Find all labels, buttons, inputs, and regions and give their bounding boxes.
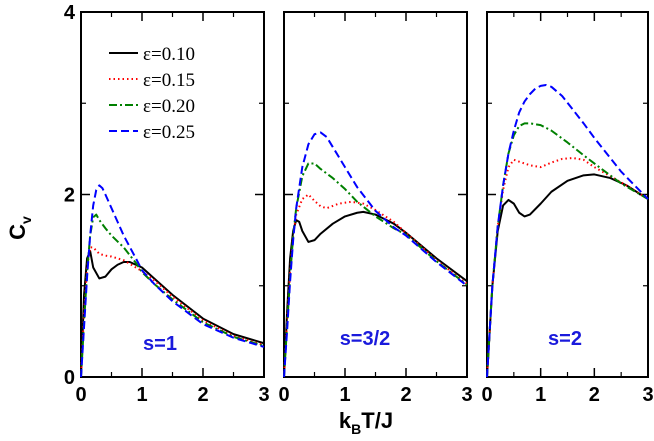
x-axis-title: kBT/J <box>339 408 393 437</box>
x-tick-label: 0 <box>278 384 289 406</box>
series-line-eps-0.15 <box>80 246 265 378</box>
legend-label: ε=0.10 <box>143 44 195 65</box>
panel-1: 0 1 2 3 0 2 4 s=1 <box>64 2 270 406</box>
x-tick-label: 0 <box>75 384 86 406</box>
panel-label: s=2 <box>548 328 582 350</box>
panel-label: s=3/2 <box>340 328 391 350</box>
legend-label: ε=0.15 <box>143 70 195 91</box>
panel-frame <box>283 11 468 378</box>
x-tick-label: 1 <box>535 384 546 406</box>
series-line-eps-0.25 <box>80 184 265 378</box>
legend-item: ε=0.20 <box>109 96 195 117</box>
panel-3: 0 1 2 3 s=2 <box>481 11 654 406</box>
series-line-eps-0.25 <box>283 131 468 378</box>
series-line-eps-0.20 <box>486 122 649 378</box>
panel-frame <box>486 11 649 378</box>
legend-label: ε=0.25 <box>143 122 195 143</box>
y-tick-label: 0 <box>64 367 75 389</box>
x-tick-label: 0 <box>481 384 492 406</box>
legend-item: ε=0.10 <box>109 44 195 65</box>
x-tick-label: 2 <box>589 384 600 406</box>
x-tick-label: 2 <box>197 384 208 406</box>
x-tick-label: 2 <box>400 384 411 406</box>
series-line-eps-0.25 <box>486 84 649 378</box>
y-tick-label: 4 <box>64 2 76 24</box>
legend: ε=0.10 ε=0.15 ε=0.20 ε=0.25 <box>109 44 195 143</box>
legend-item: ε=0.15 <box>109 70 195 91</box>
series-line-eps-0.20 <box>80 213 265 378</box>
legend-label: ε=0.20 <box>143 96 195 117</box>
series-line-eps-0.10 <box>283 210 468 378</box>
panel-label: s=1 <box>143 333 177 355</box>
series-line-eps-0.10 <box>80 250 265 378</box>
y-tick-label: 2 <box>64 185 75 207</box>
x-tick-label: 3 <box>642 384 653 406</box>
y-axis-title: Cv <box>5 216 34 240</box>
x-tick-label: 1 <box>136 384 147 406</box>
panel-frame <box>80 11 265 378</box>
x-tick-label: 3 <box>258 384 269 406</box>
series-line-eps-0.20 <box>283 162 468 378</box>
x-tick-label: 1 <box>339 384 350 406</box>
panel-2: 0 1 2 3 s=3/2 <box>278 11 473 406</box>
x-tick-label: 3 <box>461 384 472 406</box>
legend-item: ε=0.25 <box>109 122 195 143</box>
